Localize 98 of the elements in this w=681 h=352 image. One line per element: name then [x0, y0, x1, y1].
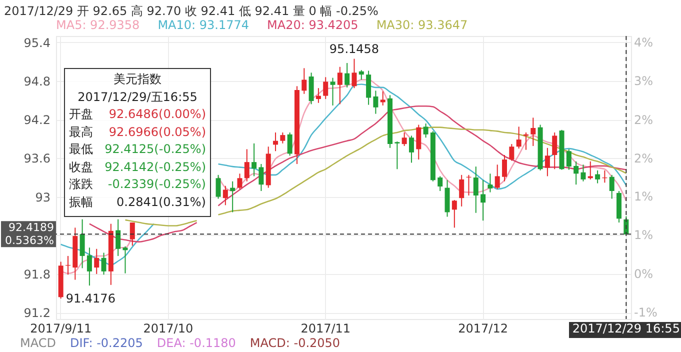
candlestick [494, 164, 500, 190]
candlestick [552, 132, 558, 170]
candlestick [566, 148, 572, 170]
x-tick-label: 2017/11 [300, 322, 351, 336]
text: MACD: -0.2050 [250, 336, 340, 350]
annotation: -0.2339(-0.25%) [108, 176, 206, 193]
chart-title: 2017/12/29 开 92.65 高 92.70 收 92.41 低 92.41 量 0 幅 -0.25% [4, 3, 378, 20]
y2-tick-label: 2% [634, 151, 654, 166]
y-tick-label: 91.2 [24, 306, 50, 320]
text: MA30: 93.3647 [376, 18, 468, 32]
candlestick [280, 132, 286, 144]
annotation: 0.2841(0.31%) [116, 194, 206, 210]
candlestick [86, 247, 92, 286]
candlestick [423, 122, 428, 138]
x-tick-label: 2017/12 [458, 322, 508, 336]
candlestick [273, 132, 278, 152]
y2-tick-label: -1% [634, 306, 658, 320]
x-tick-label: 2017/9/11 [30, 322, 92, 336]
candlestick [416, 124, 422, 160]
candlestick [408, 135, 414, 164]
candlestick [488, 173, 493, 193]
candlestick [116, 218, 121, 256]
y2-tick-label: 4% [634, 36, 654, 50]
annotation: 92.6966(0.05%) [108, 124, 206, 140]
annotation: 最低 [69, 141, 93, 158]
y2-tick-label: 0% [634, 267, 654, 282]
ref-line-label: 92.4189 0.5363% [5, 221, 54, 248]
candlestick [337, 66, 342, 105]
y-tick-label: 91.8 [24, 267, 50, 282]
candlestick [94, 248, 100, 274]
candlestick [252, 142, 257, 177]
candlestick [358, 70, 364, 80]
candlestick [344, 62, 350, 88]
y2-tick-label: 2% [634, 112, 654, 127]
y2-tick-label: 3% [634, 74, 654, 88]
candlestick [230, 180, 236, 213]
annotation: 92.4125(-0.25%) [104, 141, 206, 158]
candlestick [530, 117, 536, 146]
candlestick [323, 76, 328, 100]
text: MA20: 93.4205 [267, 18, 358, 32]
y-tick-label: 94.2 [24, 113, 50, 128]
x-tick-label: 2017/12/29 16:55 [572, 322, 680, 336]
annotation: 开盘 [69, 106, 93, 123]
text: MA10: 93.1774 [158, 18, 249, 32]
candlestick [373, 90, 378, 114]
candlestick [122, 246, 128, 274]
y-tick-label: 94.8 [24, 74, 50, 89]
candlestick [244, 148, 250, 182]
candlestick [366, 70, 372, 106]
candlestick [380, 90, 386, 106]
candlestick [302, 68, 307, 94]
annotation: 振幅 [69, 194, 93, 210]
candlestick [459, 174, 464, 207]
candlestick [216, 174, 221, 200]
candlestick [544, 147, 550, 177]
x-tick-label: 2017/10 [143, 322, 194, 336]
annotation: 美元指数 [112, 71, 162, 88]
candlestick [352, 58, 357, 89]
text: DIF: -0.2205 [70, 336, 143, 350]
candlestick [258, 163, 264, 192]
y2-tick-label: 1% [634, 190, 654, 204]
candlestick [316, 88, 321, 104]
candlestick [130, 222, 135, 246]
candlestick [438, 176, 443, 192]
annotation: 95.1458 [329, 42, 380, 56]
annotation: 91.4176 [66, 292, 116, 306]
y2-tick-label: 1% [634, 228, 654, 242]
annotation: 92.4142(-0.25%) [104, 158, 206, 176]
candlestick [574, 160, 579, 186]
candlestick [452, 200, 457, 228]
y-tick-label: 95.4 [24, 36, 50, 50]
text: MACD [20, 336, 56, 350]
candlestick [580, 164, 586, 182]
y-tick-label: 93 [35, 190, 50, 204]
candlestick [473, 166, 478, 214]
text: MA5: 92.9358 [56, 18, 140, 32]
candlestick [502, 154, 508, 182]
candlestick [609, 174, 614, 200]
candlestick [394, 140, 400, 170]
candlestick [480, 180, 486, 222]
candlestick [595, 170, 600, 184]
candlestick [287, 132, 292, 156]
annotation: 涨跌 [69, 176, 93, 193]
y-tick-label: 93.6 [24, 152, 50, 166]
candlestick [516, 126, 522, 150]
candlestick [588, 160, 593, 180]
annotation: 收盘 [69, 158, 93, 176]
text: DEA: -0.1180 [156, 336, 236, 350]
candlestick [101, 252, 106, 276]
candlestick [80, 218, 85, 269]
annotation: 92.6486(0.00%) [108, 106, 206, 123]
candlestick [330, 77, 336, 106]
candlestick [402, 132, 407, 146]
candlestick [509, 144, 514, 162]
annotation: 最高 [69, 124, 93, 140]
annotation: 2017/12/29/五16:55 [76, 88, 198, 106]
candlestick [222, 185, 228, 206]
candlestick [237, 173, 242, 190]
